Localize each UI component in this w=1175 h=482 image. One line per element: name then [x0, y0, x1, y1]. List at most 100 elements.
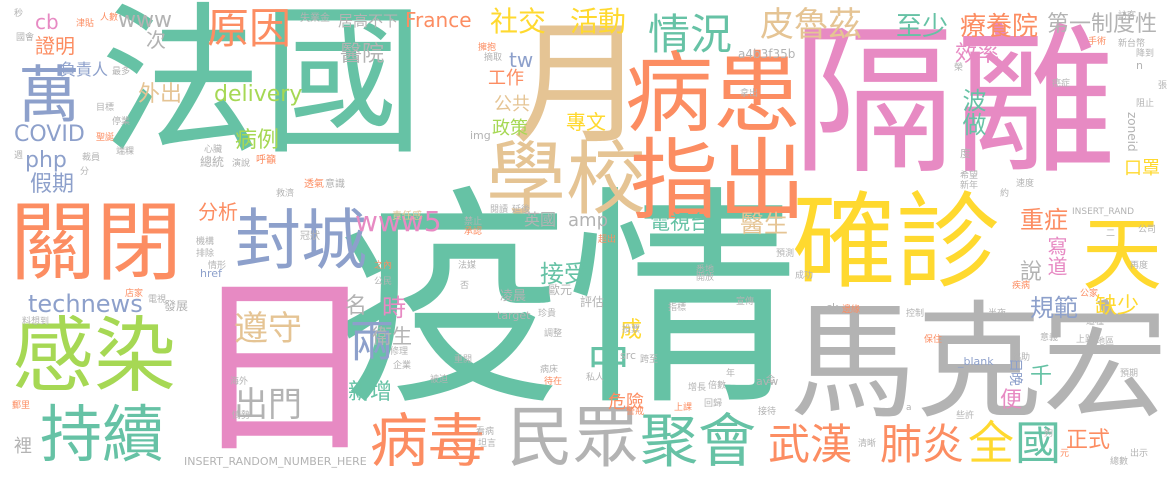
word-被迫: 被迫: [430, 375, 449, 385]
word-a4b3f35b: a4b3f35b: [738, 47, 796, 61]
word-倍數: 倍數: [708, 381, 727, 391]
word-降到: 降到: [1136, 49, 1155, 59]
word-否: 否: [460, 281, 470, 291]
word-日: 日: [188, 258, 380, 481]
word-摘取: 摘取: [484, 53, 503, 63]
word-公共: 公共: [494, 94, 530, 115]
word-總數: 總數: [1110, 457, 1129, 467]
word-秒: 秒: [14, 9, 24, 19]
word-專文: 專文: [566, 110, 606, 134]
word-停業: 停業: [112, 117, 131, 127]
word-邊緣: 邊緣: [842, 305, 861, 315]
word-zoneid: zoneid: [1125, 112, 1139, 152]
word-全-small: 全: [766, 375, 776, 385]
word-週: 週: [14, 151, 24, 161]
word-意識: 意識: [325, 179, 345, 190]
word-跨至: 跨至: [640, 355, 659, 365]
word-訪客: 訪客: [1118, 11, 1137, 21]
word-全: 全: [968, 416, 1014, 470]
word-delivery: delivery: [214, 82, 303, 107]
word-新台幣: 新台幣: [1118, 39, 1146, 49]
word-政策: 政策: [492, 118, 528, 139]
word-寫道: 寫道: [1044, 236, 1068, 276]
word-最多: 最多: [112, 67, 131, 77]
word-href: href: [200, 267, 222, 280]
word-說: 說: [1020, 260, 1043, 285]
word-工作: 工作: [488, 68, 524, 89]
word-承認: 承認: [464, 227, 483, 237]
word-情況: 情況: [648, 10, 733, 59]
word-這種: 這種: [1086, 317, 1105, 327]
word-二: 二: [1106, 229, 1116, 239]
word-證明: 證明: [35, 34, 75, 58]
word-公司: 公司: [1138, 225, 1157, 235]
word-些許: 些許: [956, 411, 975, 421]
word-出門: 出門: [234, 385, 302, 425]
word-重症: 重症: [1020, 206, 1068, 234]
word-郵里: 郵里: [12, 401, 31, 411]
word-協助: 協助: [1012, 353, 1031, 363]
word-國會: 國會: [16, 33, 35, 43]
word-皮魯茲: 皮魯茲: [760, 5, 862, 45]
word-禁止: 禁止: [464, 217, 483, 227]
word-英國: 英國: [524, 210, 557, 229]
word-機構: 機構: [196, 237, 215, 247]
word-半夜: 半夜: [988, 309, 1007, 319]
word-月: 月: [512, 7, 647, 163]
word-演說: 演說: [232, 159, 251, 169]
word-負責人: 負責人: [60, 60, 109, 79]
word-待在: 待在: [544, 377, 563, 387]
word-COVID: COVID: [14, 122, 85, 147]
word-千: 千: [1030, 364, 1053, 389]
word-天: 天: [1069, 212, 1162, 292]
word-INSERT_RANDOM_NUMBER_HERE: INSERT_RANDOM_NUMBER_HERE: [184, 455, 367, 468]
word-病床: 病床: [540, 365, 559, 375]
word-封城: 封城: [235, 202, 367, 279]
word-評估: 評估: [580, 295, 605, 309]
word-超出: 超出: [598, 235, 617, 245]
word-救濟: 救濟: [276, 189, 295, 199]
word-津貼: 津貼: [76, 19, 95, 29]
word-出示: 出示: [1130, 449, 1149, 459]
word-tw: tw: [509, 48, 534, 72]
word-裁員: 裁員: [82, 153, 101, 163]
word-預測: 預測: [776, 249, 795, 259]
word-透氣: 透氣: [304, 179, 324, 190]
word-調整: 調整: [544, 329, 563, 339]
word-活動: 活動: [570, 5, 627, 38]
word-www: www: [118, 8, 172, 33]
word-情勢: 情勢: [232, 411, 251, 421]
word-之內: 之內: [374, 261, 393, 271]
word-口罩: 口罩: [1124, 158, 1160, 179]
word-歐元: 歐元: [548, 283, 573, 297]
word-發展: 發展: [164, 299, 189, 313]
word-投票: 投票: [622, 325, 641, 335]
word-成功: 成功: [795, 271, 814, 281]
word-新增: 新增: [348, 380, 393, 405]
word-重開: 重開: [454, 355, 473, 365]
word-疾病: 疾病: [1012, 281, 1031, 291]
word-警戒: 警戒: [626, 407, 645, 417]
word-海外: 海外: [230, 377, 249, 387]
word-凌晨: 凌晨: [500, 289, 527, 304]
word-n: n: [1136, 59, 1143, 72]
word-排除: 排除: [196, 249, 215, 259]
word-店家: 店家: [125, 289, 144, 299]
word-端粿: 端粿: [116, 147, 135, 157]
word-度: 度: [960, 147, 971, 160]
word-便: 便: [1000, 388, 1023, 413]
word-日晚: 日晚: [1007, 358, 1023, 386]
word-萬: 萬: [7, 62, 80, 124]
word-確診: 確診: [792, 181, 1001, 303]
word-avw: avw: [756, 375, 779, 388]
word-情形: 情形: [208, 261, 227, 271]
word-France: France: [405, 8, 472, 32]
word-呼籲: 呼籲: [256, 155, 276, 166]
word-拿出: 拿出: [740, 89, 759, 99]
word-意義: 意義: [1040, 333, 1059, 343]
word-波做: 波做: [958, 88, 986, 136]
word-企業: 企業: [393, 361, 412, 371]
word-癌症: 癌症: [1052, 79, 1071, 89]
word-公家: 公家: [1080, 289, 1099, 299]
word-醫院: 醫院: [340, 42, 385, 67]
